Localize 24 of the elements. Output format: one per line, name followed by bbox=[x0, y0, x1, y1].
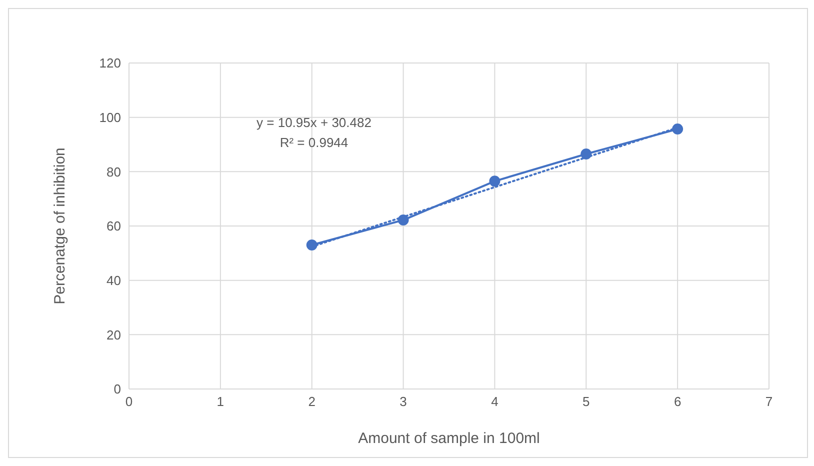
point bbox=[489, 176, 500, 187]
x-axis-title: Amount of sample in 100ml bbox=[358, 430, 540, 447]
x-tick-label: 6 bbox=[674, 394, 682, 410]
x-tick-label: 4 bbox=[491, 394, 498, 410]
y-tick-label: 20 bbox=[106, 327, 121, 342]
x-tick-label: 3 bbox=[400, 394, 407, 410]
x-tick-label: 1 bbox=[216, 394, 224, 410]
annotation: R² = 0.9944 bbox=[278, 134, 350, 152]
x-tick-label: 2 bbox=[308, 394, 316, 410]
y-tick-label: 120 bbox=[99, 56, 121, 71]
y-axis-title: Percenatge of inhibition bbox=[51, 148, 68, 304]
y-tick-label: 60 bbox=[106, 218, 121, 234]
y-tick-label: 100 bbox=[99, 110, 121, 125]
y-tick-label: 80 bbox=[106, 164, 121, 180]
point bbox=[580, 148, 592, 160]
point bbox=[398, 214, 409, 226]
annotation: y = 10.95x + 30.482 bbox=[256, 114, 372, 132]
y-tick-label: 0 bbox=[114, 382, 121, 397]
y-tick-label: 40 bbox=[106, 272, 121, 288]
x-tick-label: 5 bbox=[582, 394, 590, 410]
x-tick-label: 7 bbox=[765, 394, 773, 410]
point bbox=[306, 240, 318, 251]
point bbox=[672, 124, 684, 135]
x-tick-label: 0 bbox=[125, 394, 133, 410]
